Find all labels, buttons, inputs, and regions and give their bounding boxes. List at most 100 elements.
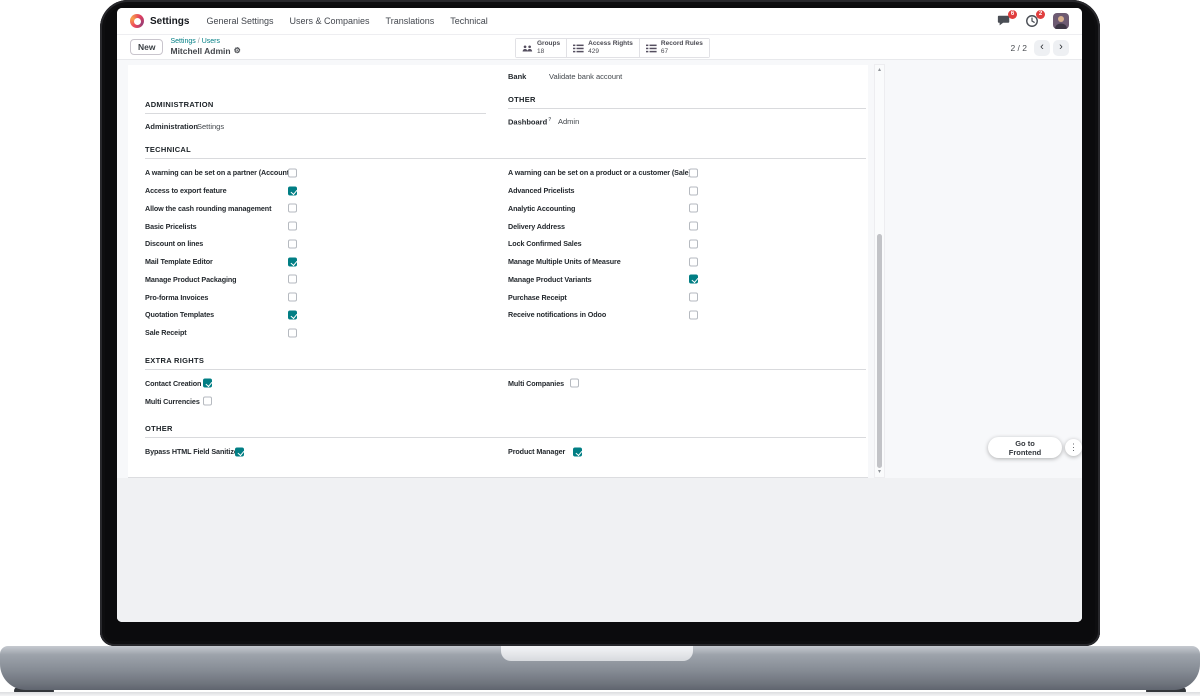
field-label: Manage Multiple Units of Measure — [508, 257, 621, 267]
field-label: Sale Receipt — [145, 328, 187, 338]
breadcrumb-users-link[interactable]: Users — [201, 37, 221, 45]
checkbox[interactable] — [288, 328, 297, 338]
field-label: Dashboard? — [508, 117, 552, 127]
checkbox[interactable] — [288, 257, 297, 267]
field-row: Purchase Receipt — [508, 288, 866, 306]
field-label: Pro-forma Invoices — [145, 292, 209, 302]
field-label: Access to export feature — [145, 186, 227, 196]
validate-bank-account-button[interactable]: Validate bank account — [549, 72, 623, 81]
stat-label: Record Rules — [660, 39, 703, 47]
app-switcher[interactable]: Settings — [130, 14, 189, 28]
section-title-other: OTHER — [508, 95, 866, 109]
pager: 2 / 2 ‹ › — [1010, 35, 1069, 60]
scrollbar: ▴ ▾ — [874, 64, 885, 478]
kebab-menu-button[interactable]: ⋮ — [1065, 439, 1082, 456]
stat-button-record-rules[interactable]: Record Rules 67 — [639, 39, 709, 57]
checkbox[interactable] — [689, 203, 698, 213]
stat-label: Access Rights — [588, 39, 633, 47]
field-label: Manage Product Variants — [508, 274, 592, 284]
checkbox[interactable] — [288, 292, 297, 302]
checkbox[interactable] — [689, 186, 698, 196]
scroll-up-arrow[interactable]: ▴ — [877, 67, 881, 73]
field-row-dashboard: Dashboard? Admin — [508, 117, 866, 127]
laptop-screen-bezel: Settings General Settings Users & Compan… — [100, 0, 1100, 646]
checkbox[interactable] — [203, 378, 212, 388]
field-row: Delivery Address — [508, 217, 866, 235]
breadcrumb-settings-link[interactable]: Settings — [170, 37, 196, 45]
field-label: Advanced Pricelists — [508, 186, 575, 196]
field-label: Purchase Receipt — [508, 292, 567, 302]
checkbox[interactable] — [689, 310, 698, 320]
new-button[interactable]: New — [130, 39, 164, 55]
field-row: Access to export feature — [145, 182, 486, 200]
checkbox[interactable] — [570, 378, 579, 388]
activities-button[interactable]: 2 — [1025, 10, 1045, 28]
clock-icon — [1026, 15, 1038, 27]
checkbox[interactable] — [288, 186, 297, 196]
other-bottom-grid: Bypass HTML Field Sanitize Product Manag… — [145, 443, 868, 461]
list-icon — [645, 44, 657, 52]
breadcrumb: Settings / Users Mitchell Admin ⚙ — [170, 38, 240, 57]
laptop-foot — [1146, 687, 1186, 695]
checkbox[interactable] — [573, 447, 582, 457]
go-to-frontend-button[interactable]: Go to Frontend — [988, 437, 1063, 458]
checkbox[interactable] — [288, 221, 297, 231]
stat-button-groups[interactable]: Groups 18 — [516, 39, 568, 57]
scroll-down-arrow[interactable]: ▾ — [877, 469, 881, 475]
field-row: A warning can be set on a partner (Accou… — [145, 164, 486, 182]
field-label: Receive notifications in Odoo — [508, 310, 607, 320]
content-area: ADMINISTRATION Administration Settings B… — [117, 60, 1082, 622]
field-row: A warning can be set on a product or a c… — [508, 164, 866, 182]
field-row: Quotation Templates — [145, 306, 486, 324]
checkbox[interactable] — [288, 274, 297, 284]
checkbox[interactable] — [235, 447, 244, 457]
pager-previous-button[interactable]: ‹ — [1034, 39, 1050, 56]
field-label: A warning can be set on a product or a c… — [508, 168, 691, 178]
checkbox[interactable] — [689, 221, 698, 231]
pager-next-button[interactable]: › — [1053, 39, 1069, 56]
field-row: Analytic Accounting — [508, 200, 866, 218]
menu-technical[interactable]: Technical — [450, 16, 488, 26]
extra-rights-grid: Contact Creation Multi Currencies Multi … — [145, 375, 868, 411]
floating-toolbar: Go to Frontend ⋮ — [988, 437, 1082, 458]
checkbox[interactable] — [689, 274, 698, 284]
field-row: Bypass HTML Field Sanitize — [145, 443, 486, 461]
checkbox[interactable] — [288, 203, 297, 213]
field-row: Product Manager — [508, 443, 866, 461]
messages-button[interactable]: 6 — [997, 10, 1017, 28]
odoo-logo-icon — [130, 14, 144, 28]
field-value-dashboard[interactable]: Admin — [558, 117, 580, 127]
menu-translations[interactable]: Translations — [385, 16, 435, 26]
stat-value: 18 — [537, 48, 545, 55]
checkbox[interactable] — [203, 396, 212, 406]
checkbox[interactable] — [689, 239, 698, 249]
field-label: Bypass HTML Field Sanitize — [145, 447, 238, 457]
field-label: Product Manager — [508, 447, 566, 457]
menu-users-companies[interactable]: Users & Companies — [289, 16, 370, 26]
activities-badge: 2 — [1036, 10, 1045, 19]
checkbox[interactable] — [689, 257, 698, 267]
field-label: Discount on lines — [145, 239, 204, 249]
scrollbar-thumb[interactable] — [877, 234, 882, 468]
background-strip — [117, 478, 1082, 622]
stat-button-group: Groups 18 Access Rights 429 — [515, 38, 710, 58]
technical-checkbox-grid: A warning can be set on a partner (Accou… — [145, 164, 868, 342]
app-name[interactable]: Settings — [150, 15, 190, 27]
checkbox[interactable] — [689, 292, 698, 302]
field-label: Allow the cash rounding management — [145, 203, 272, 213]
checkbox[interactable] — [288, 168, 297, 178]
field-value-administration[interactable]: Settings — [197, 122, 225, 131]
field-row: Advanced Pricelists — [508, 182, 866, 200]
field-row: Basic Pricelists — [145, 217, 486, 235]
menu-general-settings[interactable]: General Settings — [206, 16, 274, 26]
user-avatar[interactable] — [1053, 13, 1069, 29]
checkbox[interactable] — [288, 310, 297, 320]
top-navbar: Settings General Settings Users & Compan… — [117, 8, 1082, 35]
stat-button-access-rights[interactable]: Access Rights 429 — [567, 39, 640, 57]
gear-icon[interactable]: ⚙ — [233, 46, 241, 56]
checkbox[interactable] — [689, 168, 698, 178]
form-sheet: ADMINISTRATION Administration Settings B… — [128, 65, 868, 478]
checkbox[interactable] — [288, 239, 297, 249]
section-title-administration: ADMINISTRATION — [145, 100, 486, 114]
